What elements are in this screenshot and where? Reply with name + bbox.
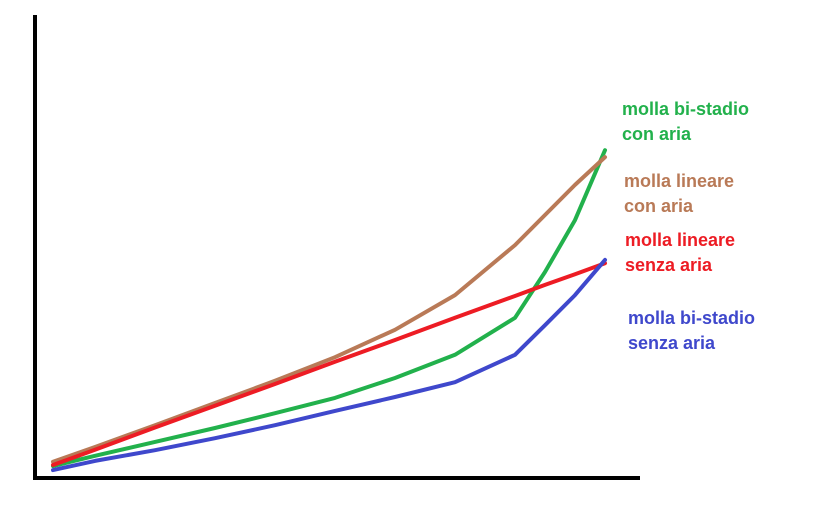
series-label: molla bi-stadio senza aria — [628, 308, 756, 353]
series-label: molla lineare senza aria — [625, 230, 736, 275]
series-line — [51, 148, 607, 468]
series-label: molla lineare con aria — [624, 171, 735, 216]
series-line — [51, 257, 607, 473]
series-line — [51, 261, 607, 467]
series-line — [51, 155, 607, 464]
series-label: molla bi-stadio con aria — [622, 99, 750, 144]
